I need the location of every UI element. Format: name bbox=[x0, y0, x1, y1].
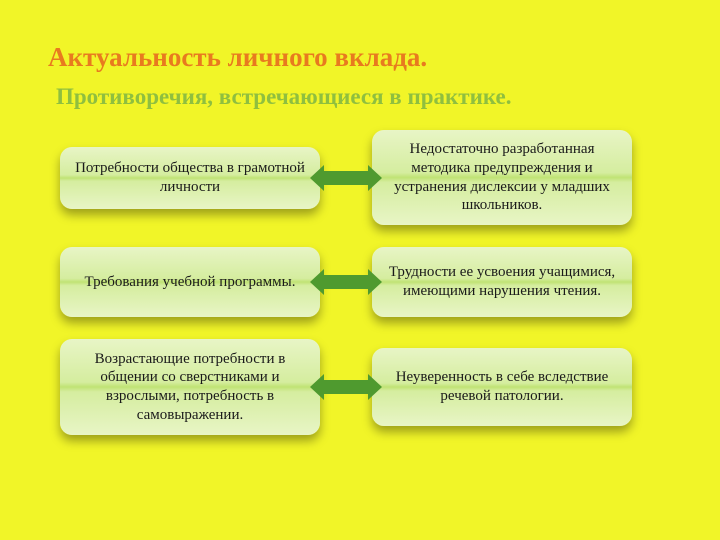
left-box: Потребности общества в грамотной личност… bbox=[60, 147, 320, 209]
page-subtitle: Противоречия, встречающиеся в практике. bbox=[56, 84, 511, 110]
right-box: Неуверенность в себе вследствие речевой … bbox=[372, 348, 632, 426]
double-arrow-icon bbox=[322, 275, 370, 289]
contradiction-row: Возрастающие потребности в общении со св… bbox=[0, 339, 720, 435]
page-title: Актуальность личного вклада. bbox=[48, 42, 427, 73]
left-box: Возрастающие потребности в общении со св… bbox=[60, 339, 320, 435]
contradiction-row: Потребности общества в грамотной личност… bbox=[0, 130, 720, 225]
double-arrow-icon bbox=[322, 171, 370, 185]
rows-container: Потребности общества в грамотной личност… bbox=[0, 130, 720, 457]
left-box: Требования учебной программы. bbox=[60, 247, 320, 317]
right-box: Трудности ее усвоения учащимися, имеющим… bbox=[372, 247, 632, 317]
right-box: Недостаточно разработанная методика пред… bbox=[372, 130, 632, 225]
double-arrow-icon bbox=[322, 380, 370, 394]
contradiction-row: Требования учебной программы. Трудности … bbox=[0, 247, 720, 317]
